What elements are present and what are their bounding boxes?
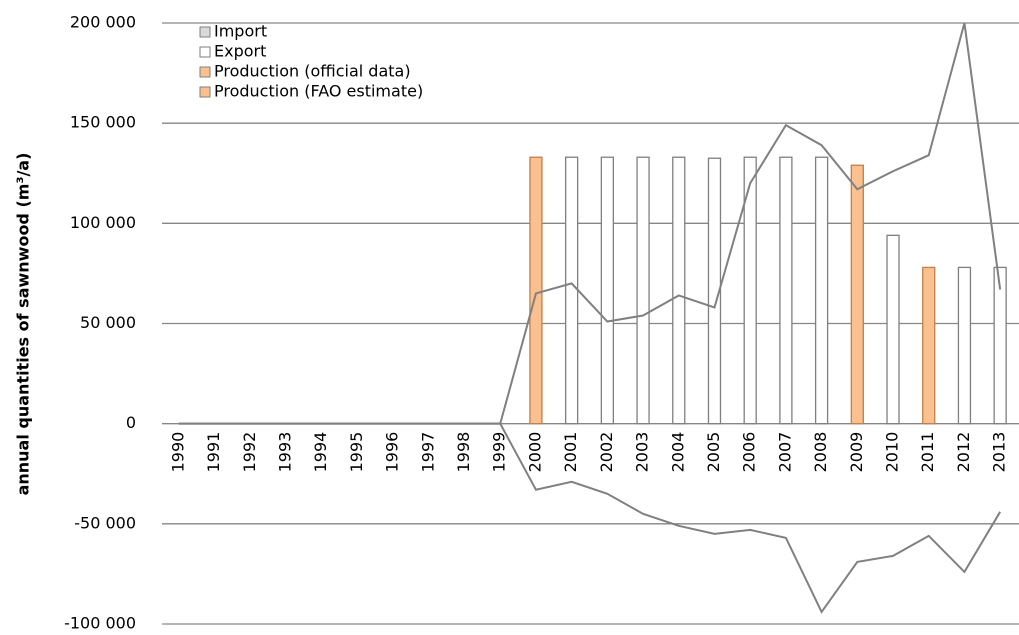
y-tick-label: -50 000 — [74, 513, 136, 532]
y-tick-label: 50 000 — [80, 313, 136, 332]
x-tick-label: 1996 — [383, 432, 402, 473]
x-tick-label: 2005 — [704, 432, 723, 473]
x-tick-label: 2001 — [561, 432, 580, 473]
x-tick-label: 2006 — [740, 432, 759, 473]
legend-icon — [199, 26, 211, 38]
y-tick-label: 100 000 — [70, 213, 136, 232]
legend-icon — [199, 46, 211, 58]
legend-icon — [199, 66, 211, 78]
y-axis-title: annual quantities of sawnwood (m³/a) — [14, 153, 33, 496]
x-tick-label: 1998 — [454, 432, 473, 473]
x-tick-label: 1997 — [418, 432, 437, 473]
x-tick-label: 2004 — [668, 432, 687, 473]
y-tick-label: -100 000 — [64, 614, 136, 633]
legend-label: Production (FAO estimate) — [214, 82, 423, 101]
x-tick-label: 1991 — [204, 432, 223, 473]
bar — [957, 266, 972, 425]
x-tick-label: 2010 — [883, 432, 902, 473]
line — [178, 422, 1002, 614]
bar — [743, 156, 757, 425]
legend-label: Export — [214, 42, 266, 61]
x-tick-label: 2012 — [954, 432, 973, 473]
bar — [672, 156, 686, 425]
y-tick-label: 150 000 — [70, 113, 136, 132]
x-tick-label: 2000 — [525, 432, 544, 473]
y-tick-label: 0 — [126, 413, 136, 432]
legend-label: Import — [214, 22, 267, 41]
x-tick-label: 1992 — [240, 432, 259, 473]
x-tick-label: 2007 — [775, 432, 794, 473]
x-tick-label: 2003 — [633, 432, 652, 473]
bar — [922, 266, 936, 425]
bar — [886, 234, 900, 425]
x-tick-label: 2011 — [918, 432, 937, 473]
bar — [636, 156, 650, 425]
bar — [564, 156, 579, 425]
legend-label: Production (official data) — [214, 62, 411, 81]
bar — [779, 156, 793, 425]
legend-icon — [199, 86, 211, 98]
x-tick-label: 1999 — [490, 432, 509, 473]
bar — [707, 157, 722, 425]
x-tick-label: 2002 — [597, 432, 616, 473]
x-tick-label: 1990 — [168, 432, 187, 473]
bar — [529, 156, 543, 425]
bar — [814, 156, 829, 425]
x-tick-label: 2008 — [811, 432, 830, 473]
y-tick-label: 200 000 — [70, 13, 136, 32]
x-tick-label: 2009 — [847, 432, 866, 473]
bar — [850, 164, 864, 425]
x-tick-label: 2013 — [990, 432, 1009, 473]
x-tick-label: 1994 — [311, 432, 330, 473]
x-tick-label: 1993 — [275, 432, 294, 473]
x-tick-label: 1995 — [347, 432, 366, 473]
bar — [993, 266, 1007, 425]
bar — [600, 156, 615, 425]
